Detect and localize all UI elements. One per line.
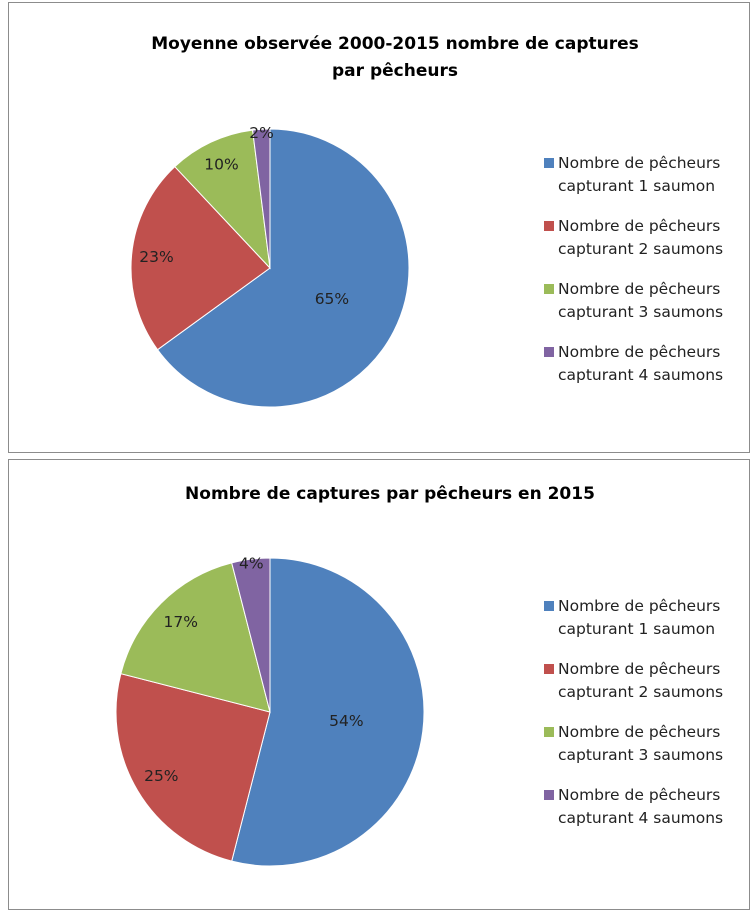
legend-swatch (544, 790, 554, 800)
legend-label: Nombre de pêcheurs capturant 3 saumons (558, 280, 724, 321)
legend-entry: Nombre de pêcheurs capturant 2 saumons (544, 215, 736, 261)
pie-slice (231, 557, 425, 867)
legend-swatch (544, 221, 554, 231)
legend-entry: Nombre de pêcheurs capturant 2 saumons (544, 658, 736, 704)
pie-slice (252, 128, 271, 269)
data-label: 17% (163, 613, 197, 631)
legend-label: Nombre de pêcheurs capturant 1 saumon (558, 597, 721, 638)
pie-slice (156, 128, 410, 408)
legend-entry: Nombre de pêcheurs capturant 1 saumon (544, 152, 736, 198)
legend-label: Nombre de pêcheurs capturant 2 saumons (558, 217, 724, 258)
data-label: 4% (239, 554, 264, 572)
legend-entry: Nombre de pêcheurs capturant 4 saumons (544, 784, 736, 830)
legend-label: Nombre de pêcheurs capturant 4 saumons (558, 786, 724, 827)
pie-slice (130, 165, 271, 351)
legend-entry: Nombre de pêcheurs capturant 4 saumons (544, 341, 736, 387)
legend-swatch (544, 727, 554, 737)
legend-swatch (544, 284, 554, 294)
legend-entry: Nombre de pêcheurs capturant 3 saumons (544, 721, 736, 767)
legend-label: Nombre de pêcheurs capturant 1 saumon (558, 154, 721, 195)
legend-label: Nombre de pêcheurs capturant 3 saumons (558, 723, 724, 764)
data-label: 25% (144, 767, 178, 785)
legend-swatch (544, 664, 554, 674)
data-label: 2% (249, 124, 274, 142)
legend-label: Nombre de pêcheurs capturant 2 saumons (558, 660, 724, 701)
pie-slice (174, 129, 271, 270)
legend-swatch (544, 347, 554, 357)
chart-title: Nombre de captures par pêcheurs en 2015 (185, 484, 595, 504)
chart-title: Moyenne observée 2000-2015 nombre de cap… (151, 34, 639, 81)
pie-slice (115, 673, 271, 862)
legend-swatch (544, 601, 554, 611)
legend-swatch (544, 158, 554, 168)
legend-entry: Nombre de pêcheurs capturant 1 saumon (544, 595, 736, 641)
data-label: 10% (204, 155, 238, 173)
data-label: 23% (139, 248, 173, 266)
data-label: 65% (315, 290, 349, 308)
pie-slice (120, 562, 271, 713)
data-label: 54% (329, 712, 363, 730)
pie-slice (231, 557, 271, 713)
legend-entry: Nombre de pêcheurs capturant 3 saumons (544, 278, 736, 324)
legend-label: Nombre de pêcheurs capturant 4 saumons (558, 343, 724, 384)
